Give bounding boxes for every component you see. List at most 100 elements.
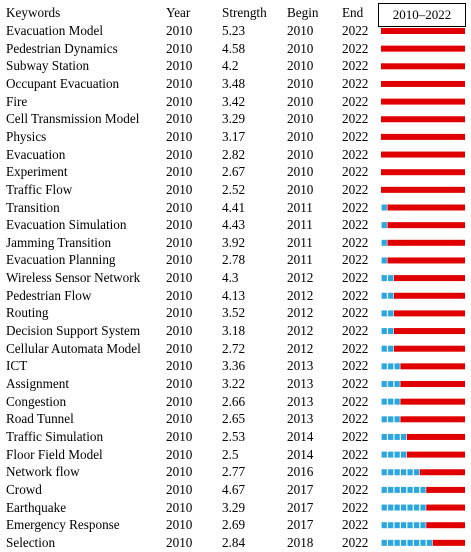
burst-segment — [387, 204, 465, 211]
normal-year-segment — [381, 328, 387, 335]
begin-cell: 2010 — [287, 75, 314, 91]
normal-year-segment — [407, 486, 413, 493]
strength-cell: 2.52 — [222, 181, 246, 197]
end-cell: 2022 — [342, 58, 369, 74]
keyword-cell: Jamming Transition — [6, 234, 112, 250]
normal-year-segment — [400, 451, 407, 458]
begin-cell: 2010 — [287, 93, 314, 109]
begin-cell: 2013 — [287, 393, 314, 409]
year-cell: 2010 — [166, 199, 193, 215]
normal-year-segment — [388, 381, 394, 387]
burst-segment — [381, 63, 465, 70]
burst-segment — [381, 151, 465, 158]
normal-year-segment — [381, 310, 387, 317]
table-row: Cellular Automata Model 2010 2.72 2012 2022 — [0, 340, 471, 358]
keyword-cell: Pedestrian Dynamics — [6, 40, 118, 56]
burst-segment — [381, 116, 465, 123]
table-row: Occupant Evacuation 2010 3.48 2010 2022 — [0, 75, 471, 93]
burst-segment — [393, 345, 465, 352]
burst-segment — [381, 28, 465, 34]
normal-year-segment — [394, 398, 400, 405]
strength-cell: 2.72 — [222, 340, 246, 356]
keyword-cell: Selection — [6, 534, 56, 550]
normal-year-segment — [407, 539, 413, 546]
table-row: Jamming Transition 2010 3.92 2011 2022 — [0, 234, 471, 252]
burst-bar — [381, 345, 465, 352]
normal-year-segment — [381, 433, 387, 440]
begin-cell: 2014 — [287, 446, 314, 462]
header-keywords: Keywords — [6, 5, 61, 20]
normal-year-segment — [407, 522, 413, 529]
burst-bar — [381, 292, 465, 299]
strength-cell: 3.48 — [222, 75, 246, 91]
strength-cell: 4.13 — [222, 287, 246, 303]
table-row: Experiment 2010 2.67 2010 2022 — [0, 163, 471, 181]
end-cell: 2022 — [342, 534, 369, 550]
burst-bar — [381, 116, 465, 123]
normal-year-segment — [400, 522, 407, 529]
strength-cell: 3.29 — [222, 499, 246, 515]
normal-year-segment — [394, 363, 400, 370]
keyword-cell: Evacuation Simulation — [6, 217, 127, 233]
normal-year-segment — [413, 469, 420, 476]
burst-bar — [381, 28, 465, 34]
table-row: ICT 2010 3.36 2013 2022 — [0, 357, 471, 375]
end-cell: 2022 — [342, 393, 369, 409]
normal-year-segment — [413, 539, 420, 546]
end-cell: 2022 — [342, 305, 369, 321]
table-row: Decision Support System 2010 3.18 2012 2022 — [0, 322, 471, 340]
normal-year-segment — [407, 469, 413, 476]
year-cell: 2010 — [166, 217, 193, 233]
range-header-box: 2010–2022 — [378, 3, 466, 27]
normal-year-segment — [381, 257, 387, 264]
burst-bar — [381, 433, 465, 440]
end-cell: 2022 — [342, 181, 369, 197]
table-row: Crowd 2010 4.67 2017 2022 — [0, 481, 471, 499]
burst-bar — [381, 257, 465, 264]
keyword-cell: Routing — [6, 305, 49, 321]
normal-year-segment — [388, 522, 394, 529]
burst-bar — [381, 45, 465, 52]
begin-cell: 2011 — [287, 234, 313, 250]
table-row: Routing 2010 3.52 2012 2022 — [0, 304, 471, 322]
normal-year-segment — [407, 504, 413, 511]
normal-year-segment — [420, 486, 426, 493]
begin-cell: 2011 — [287, 217, 313, 233]
burst-segment — [381, 186, 465, 193]
end-cell: 2022 — [342, 111, 369, 127]
normal-year-segment — [381, 486, 387, 493]
burst-bar — [381, 451, 465, 458]
end-cell: 2022 — [342, 146, 369, 162]
begin-cell: 2013 — [287, 411, 314, 427]
keyword-cell: Transition — [6, 199, 60, 215]
normal-year-segment — [381, 204, 387, 211]
year-cell: 2010 — [166, 164, 193, 180]
strength-cell: 3.36 — [222, 358, 246, 374]
begin-cell: 2010 — [287, 146, 314, 162]
strength-cell: 4.3 — [222, 270, 239, 286]
end-cell: 2022 — [342, 517, 369, 533]
end-cell: 2022 — [342, 376, 369, 391]
begin-cell: 2010 — [287, 58, 314, 74]
year-cell: 2010 — [166, 428, 193, 444]
end-cell: 2022 — [342, 499, 369, 515]
table-row: Physics 2010 3.17 2010 2022 — [0, 128, 471, 146]
burst-segment — [381, 45, 465, 52]
begin-cell: 2012 — [287, 323, 314, 339]
keyword-cell: Experiment — [6, 164, 68, 180]
normal-year-segment — [381, 539, 387, 546]
burst-bar — [381, 275, 465, 282]
header-row: Keywords Year Strength Begin End — [0, 4, 471, 22]
burst-segment — [426, 522, 465, 529]
year-cell: 2010 — [166, 376, 193, 391]
burst-bar — [381, 416, 465, 423]
keyword-cell: Occupant Evacuation — [6, 75, 120, 91]
end-cell: 2022 — [342, 481, 369, 497]
burst-segment — [381, 169, 465, 176]
table-row: Fire 2010 3.42 2010 2022 — [0, 93, 471, 111]
year-cell: 2010 — [166, 146, 193, 162]
end-cell: 2022 — [342, 340, 369, 356]
normal-year-segment — [400, 486, 407, 493]
burst-bar — [381, 222, 465, 229]
strength-cell: 3.18 — [222, 323, 246, 339]
